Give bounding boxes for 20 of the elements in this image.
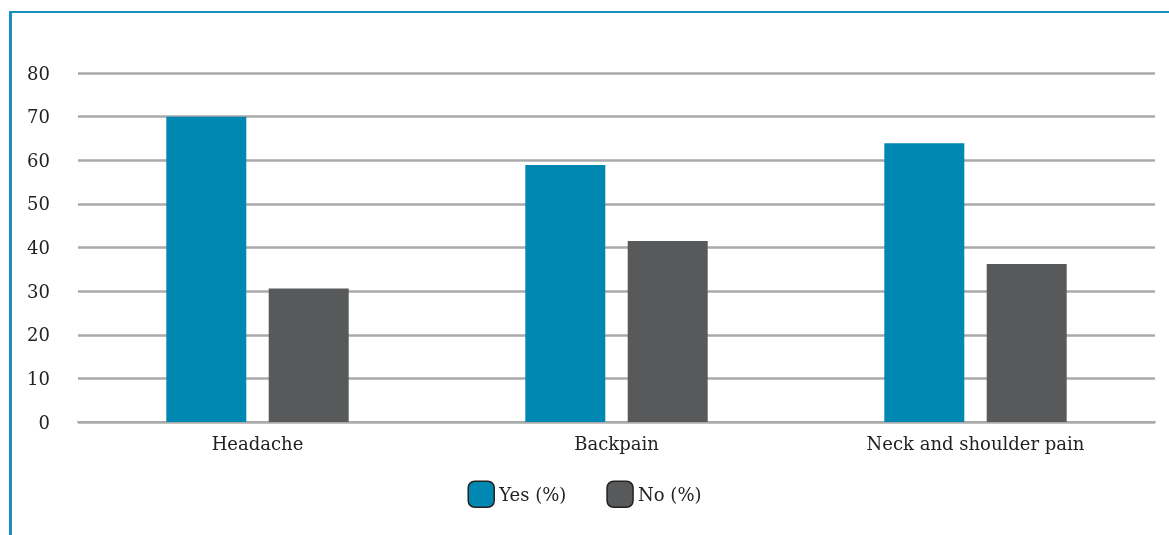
- x-tick-label: Headache: [211, 432, 304, 454]
- bar: [166, 116, 247, 422]
- legend-label: No (%): [638, 483, 702, 505]
- y-tick-label: 20: [27, 324, 50, 346]
- bar: [627, 240, 708, 422]
- bar: [884, 143, 965, 422]
- y-tick-label: 30: [27, 280, 50, 302]
- bar: [986, 264, 1067, 422]
- y-tick-label: 40: [27, 237, 50, 258]
- y-tick-label: 70: [27, 106, 50, 128]
- y-tick-label: 80: [27, 62, 50, 84]
- x-tick-label: Backpain: [574, 432, 660, 454]
- y-tick-label: 10: [27, 367, 50, 389]
- y-tick-label: 50: [27, 193, 50, 215]
- x-tick-label: Neck and shoulder pain: [866, 432, 1085, 454]
- y-tick-label: 0: [38, 411, 50, 433]
- legend-label: Yes (%): [498, 483, 567, 505]
- bar: [268, 288, 349, 422]
- y-tick-label: 60: [27, 149, 50, 171]
- bar: [525, 165, 606, 422]
